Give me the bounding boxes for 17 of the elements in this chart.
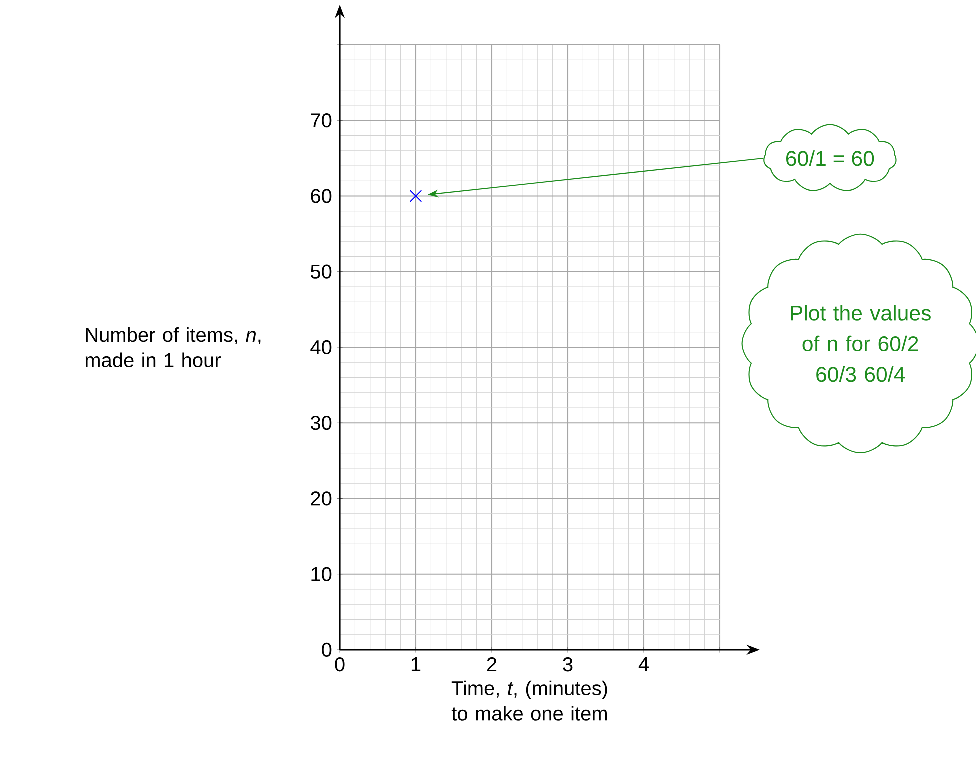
y-tick-label: 20 [311,492,332,506]
y-tick-label: 60 [311,189,332,204]
x-tick-label: 4 [638,658,649,672]
y-tick-label: 50 [310,264,332,279]
text: Number of items, n, made in 1 hour [86,327,261,368]
text: Plot the values of n for 60/2 60/3 60/4 [791,305,931,382]
text: 60/1 = 60 [786,150,874,166]
x-tick-label: 1 [412,658,421,672]
x-tick-label: 0 [335,658,345,672]
y-tick-label: 0 [322,642,332,658]
x-tick-label: 2 [487,658,497,672]
y-tick-label: 40 [310,340,332,355]
y-tick-label: 10 [312,567,332,582]
x-tick-label: 3 [563,658,573,672]
y-tick-label: 70 [311,114,332,128]
y-tick-label: 30 [310,416,332,430]
x-axis-title: Time, t, (minutes) to make one item [452,680,608,721]
